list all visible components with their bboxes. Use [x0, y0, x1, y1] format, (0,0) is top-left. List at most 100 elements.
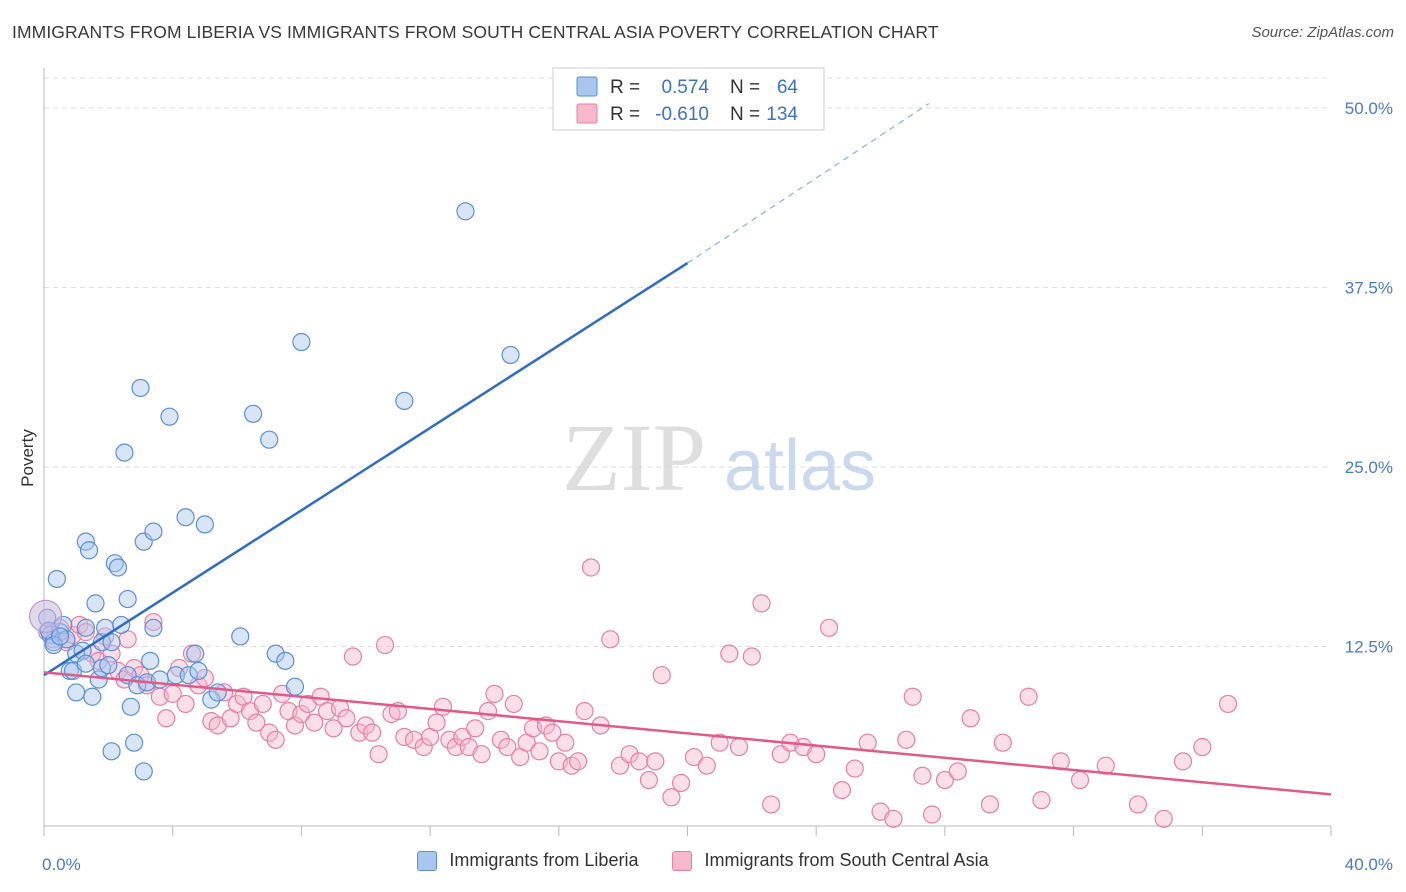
- legend-swatch-blue: [417, 850, 438, 871]
- data-point: [131, 666, 150, 685]
- data-point: [530, 742, 549, 761]
- series-liberia: [29, 202, 520, 781]
- data-point: [108, 558, 128, 577]
- data-point: [124, 658, 144, 678]
- data-point: [124, 733, 144, 752]
- data-point-cluster: [29, 599, 63, 633]
- data-point: [141, 651, 160, 670]
- stats-n-value-blue: 64: [777, 77, 799, 98]
- data-point: [102, 742, 121, 761]
- data-point: [922, 805, 942, 824]
- data-point: [375, 635, 395, 655]
- data-point: [433, 697, 453, 716]
- data-point: [1019, 687, 1038, 706]
- data-point: [67, 683, 86, 702]
- stats-r-label-blue: R =: [610, 77, 640, 98]
- axes: [43, 68, 1332, 836]
- data-point: [752, 594, 771, 613]
- legend-item-south-central-asia: Immigrants from South Central Asia: [672, 850, 989, 871]
- data-point: [292, 332, 311, 352]
- data-point: [195, 515, 214, 534]
- data-point: [478, 702, 498, 721]
- data-point: [305, 713, 324, 732]
- data-point: [427, 713, 446, 732]
- data-point: [99, 656, 118, 675]
- data-point: [266, 730, 285, 749]
- data-point: [244, 404, 263, 423]
- data-point: [543, 723, 562, 742]
- data-point: [260, 430, 279, 449]
- data-point: [79, 541, 99, 560]
- data-point: [131, 378, 150, 398]
- data-point: [144, 618, 163, 637]
- data-point: [729, 737, 749, 757]
- y-axis-label: Poverty: [18, 429, 37, 487]
- data-point: [884, 809, 903, 828]
- source-label: Source: ZipAtlas.com: [1251, 24, 1394, 41]
- data-point: [134, 762, 153, 781]
- data-point: [662, 788, 681, 807]
- data-point: [324, 719, 343, 738]
- legend-label-liberia: Immigrants from Liberia: [449, 850, 639, 870]
- bottom-legend: Immigrants from Liberia Immigrants from …: [0, 850, 1406, 871]
- data-point: [292, 704, 311, 724]
- data-point: [363, 723, 382, 742]
- grid-lines: [44, 77, 1331, 647]
- data-point: [472, 745, 491, 764]
- data-point: [630, 752, 649, 771]
- data-point: [179, 666, 198, 685]
- data-point: [485, 684, 504, 703]
- watermark-atlas: atlas: [724, 426, 876, 506]
- data-point: [948, 762, 967, 781]
- data-point: [76, 618, 95, 637]
- data-point: [697, 756, 716, 775]
- data-point: [285, 677, 305, 696]
- y-tick-label: 37.5%: [1345, 278, 1393, 297]
- x-tick-labels: 0.0% 40.0%: [42, 855, 1393, 874]
- stats-n-label-blue: N =: [730, 77, 760, 98]
- data-point: [1173, 752, 1193, 771]
- data-point: [76, 623, 95, 642]
- data-point: [247, 713, 266, 732]
- data-point: [150, 670, 169, 689]
- stats-swatch-pink: [576, 103, 598, 124]
- data-point: [176, 508, 195, 527]
- data-point: [819, 618, 839, 637]
- data-point: [1032, 791, 1051, 810]
- x-tick-label: 0.0%: [42, 855, 81, 874]
- data-point: [980, 795, 1000, 814]
- stats-n-value-pink: 134: [766, 104, 798, 125]
- data-point: [76, 654, 95, 673]
- data-point: [395, 391, 414, 410]
- data-point: [86, 594, 105, 613]
- stats-n-label-pink: N =: [730, 104, 760, 125]
- data-point: [1154, 809, 1173, 828]
- data-point: [646, 752, 665, 771]
- data-point: [144, 522, 163, 541]
- data-point: [118, 589, 137, 609]
- data-point: [845, 759, 864, 778]
- watermark: ZIP atlas: [562, 404, 876, 511]
- data-point: [620, 745, 639, 764]
- data-point: [369, 745, 388, 764]
- data-point: [913, 766, 932, 785]
- legend-label-south-central-asia: Immigrants from South Central Asia: [704, 850, 989, 870]
- data-point: [569, 752, 588, 771]
- data-point: [832, 780, 852, 800]
- data-point: [266, 644, 285, 663]
- data-point: [1218, 694, 1238, 714]
- data-point: [157, 709, 176, 728]
- data-point: [115, 443, 134, 462]
- data-point: [343, 647, 362, 666]
- data-point: [556, 733, 575, 752]
- y-tick-labels: 12.5% 25.0% 37.5% 50.0%: [1345, 99, 1393, 657]
- y-tick-label: 50.0%: [1345, 99, 1393, 118]
- data-point: [491, 730, 510, 749]
- data-point: [601, 630, 620, 649]
- trend-lines: [43, 103, 1332, 796]
- trend-line-liberia-extension: [687, 103, 930, 264]
- data-point: [453, 727, 472, 747]
- data-point: [684, 747, 704, 767]
- data-point: [639, 770, 658, 790]
- data-point: [176, 694, 195, 714]
